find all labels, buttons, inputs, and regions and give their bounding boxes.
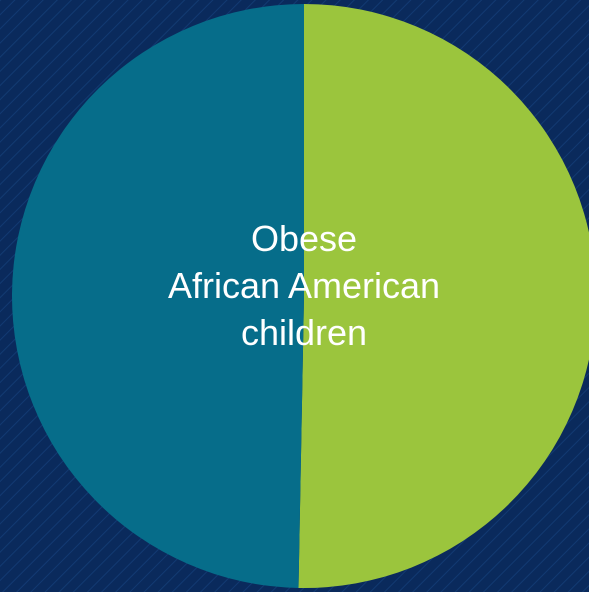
pie-slice-1 (298, 4, 589, 588)
pie-slice-2 (11, 4, 304, 588)
